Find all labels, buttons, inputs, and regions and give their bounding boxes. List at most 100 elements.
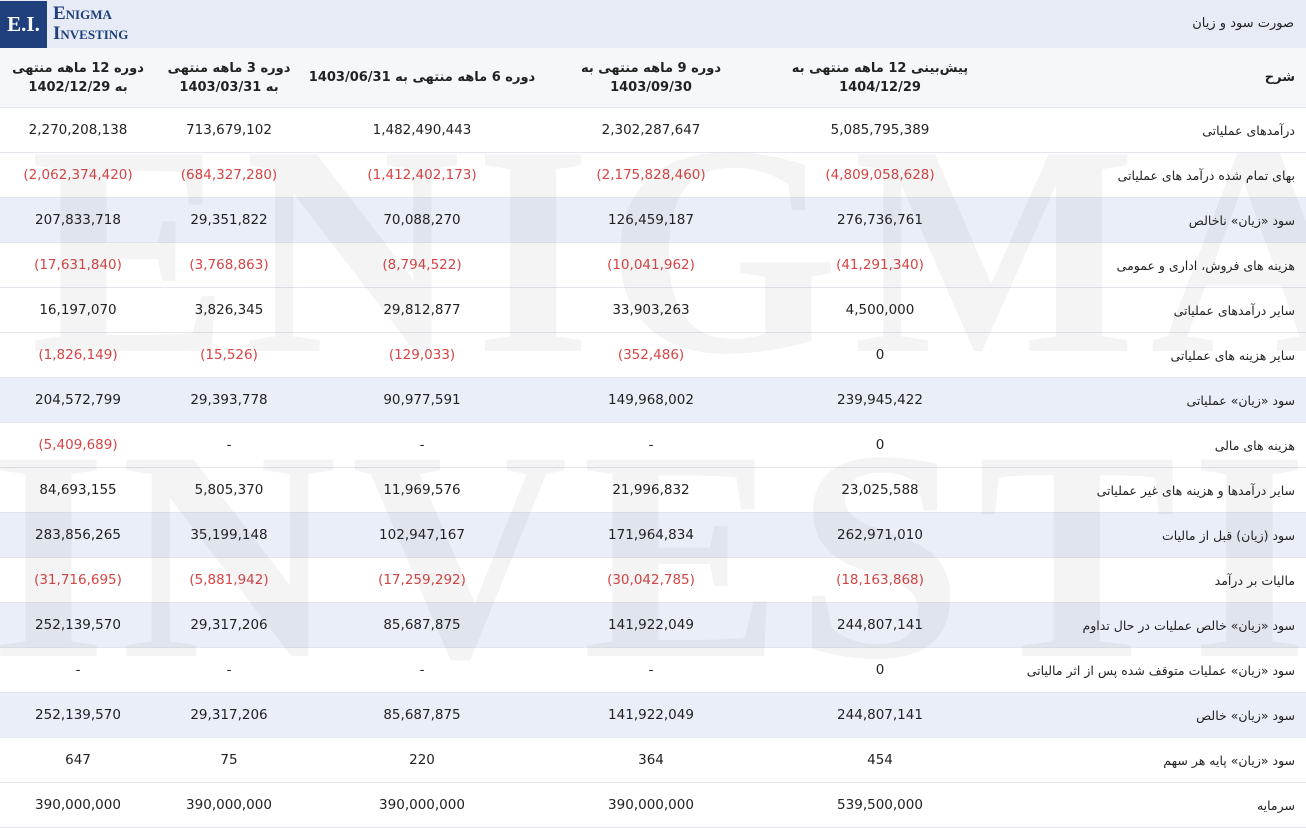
row-value: 29,351,822 [156, 197, 302, 243]
row-value: 262,971,010 [760, 512, 1000, 558]
row-value: (2,175,828,460) [542, 152, 760, 198]
row-value: 4,500,000 [760, 287, 1000, 333]
value-text: (4,809,058,628) [825, 167, 935, 183]
value-text: 1,482,490,443 [372, 122, 472, 138]
value-text: 141,922,049 [608, 707, 694, 723]
value-text: 29,393,778 [190, 392, 268, 408]
row-value: 85,687,875 [302, 602, 542, 648]
value-text: 713,679,102 [186, 122, 272, 138]
value-text: 283,856,265 [35, 527, 121, 543]
value-text: 252,139,570 [35, 707, 121, 723]
table-row: بهای تمام شده درآمد های عملیاتی (4,809,05… [0, 152, 1306, 198]
page-header: E.I. Enigma Investing صورت سود و زیان [0, 0, 1306, 48]
row-value: 0 [760, 332, 1000, 378]
header-forecast-12m-1404: پیش‌بینی 12 ماهه منتهی به 1404/12/29 [760, 48, 1000, 108]
table-row: سایر هزینه های عملیاتی 0 (352,486) (129,033… [0, 332, 1306, 378]
logo-initials: E.I. [0, 0, 47, 48]
row-label: سود (زیان) قبل از مالیات [1000, 512, 1306, 558]
row-value: (2,062,374,420) [0, 152, 156, 198]
value-text: 75 [220, 752, 238, 768]
value-text: (31,716,695) [34, 572, 122, 588]
value-text: 84,693,155 [39, 482, 117, 498]
row-value: 102,947,167 [302, 512, 542, 558]
row-value: 126,459,187 [542, 197, 760, 243]
table-row: مالیات بر درآمد (18,163,868) (30,042,785) (… [0, 557, 1306, 603]
row-label: هزینه های فروش، اداری و عمومی [1000, 242, 1306, 288]
value-text: (15,526) [200, 347, 258, 363]
value-text: (352,486) [617, 347, 685, 363]
value-text: (17,259,292) [378, 572, 466, 588]
row-value: (1,412,402,173) [302, 152, 542, 198]
value-text: 126,459,187 [608, 212, 694, 228]
value-text: 4,500,000 [845, 302, 915, 318]
row-value: 204,572,799 [0, 377, 156, 423]
value-text: 102,947,167 [379, 527, 465, 543]
value-text: 276,736,761 [837, 212, 923, 228]
row-value: 3,826,345 [156, 287, 302, 333]
row-value: 390,000,000 [156, 782, 302, 828]
row-label: سرمایه [1000, 782, 1306, 828]
row-value: - [302, 422, 542, 468]
value-text: - [226, 662, 232, 678]
row-value: 70,088,270 [302, 197, 542, 243]
row-label: سود «زیان» عملیاتی [1000, 377, 1306, 423]
table-header-row: شرح پیش‌بینی 12 ماهه منتهی به 1404/12/29… [0, 48, 1306, 108]
brand-logo[interactable]: E.I. Enigma Investing [0, 0, 128, 48]
value-text: 244,807,141 [837, 707, 923, 723]
value-text: (10,041,962) [607, 257, 695, 273]
row-value: 713,679,102 [156, 107, 302, 153]
row-value: 220 [302, 737, 542, 783]
row-value: 29,812,877 [302, 287, 542, 333]
logo-line-1: Enigma [53, 3, 112, 24]
row-value: 75 [156, 737, 302, 783]
value-text: 244,807,141 [837, 617, 923, 633]
row-value: 84,693,155 [0, 467, 156, 513]
row-value: - [542, 422, 760, 468]
row-value: 90,977,591 [302, 377, 542, 423]
value-text: 647 [65, 752, 91, 768]
row-value: 364 [542, 737, 760, 783]
row-label: سود «زیان» خالص [1000, 692, 1306, 738]
value-text: 390,000,000 [186, 797, 272, 813]
row-value: 252,139,570 [0, 602, 156, 648]
row-value: 171,964,834 [542, 512, 760, 558]
row-value: 21,996,832 [542, 467, 760, 513]
row-value: 141,922,049 [542, 692, 760, 738]
row-value: (684,327,280) [156, 152, 302, 198]
row-value: (17,259,292) [302, 557, 542, 603]
value-text: (30,042,785) [607, 572, 695, 588]
value-text: 16,197,070 [39, 302, 117, 318]
value-text: 204,572,799 [35, 392, 121, 408]
income-statement-table: شرح پیش‌بینی 12 ماهه منتهی به 1404/12/29… [0, 48, 1306, 828]
row-value: - [156, 647, 302, 693]
row-value: - [156, 422, 302, 468]
value-text: (2,175,828,460) [596, 167, 706, 183]
value-text: 5,805,370 [194, 482, 264, 498]
value-text: 0 [875, 347, 885, 363]
row-value: (41,291,340) [760, 242, 1000, 288]
row-value: 454 [760, 737, 1000, 783]
value-text: 21,996,832 [612, 482, 690, 498]
value-text: (5,409,689) [38, 437, 118, 453]
row-value: 1,482,490,443 [302, 107, 542, 153]
value-text: 29,317,206 [190, 617, 268, 633]
table-body: درآمدهای عملیاتی 5,085,795,389 2,302,287,6… [0, 107, 1306, 828]
row-value: (5,881,942) [156, 557, 302, 603]
row-label: سود «زیان» ناخالص [1000, 197, 1306, 243]
row-value: (17,631,840) [0, 242, 156, 288]
row-value: 244,807,141 [760, 692, 1000, 738]
row-value: 149,968,002 [542, 377, 760, 423]
row-value: 0 [760, 647, 1000, 693]
value-text: 2,302,287,647 [601, 122, 701, 138]
row-value: 29,393,778 [156, 377, 302, 423]
row-label: سایر درآمدهای عملیاتی [1000, 287, 1306, 333]
table-row: درآمدهای عملیاتی 5,085,795,389 2,302,287,6… [0, 107, 1306, 153]
row-value: 390,000,000 [542, 782, 760, 828]
value-text: (1,412,402,173) [367, 167, 477, 183]
row-label: سود «زیان» خالص عملیات در حال تداوم [1000, 602, 1306, 648]
row-value: 390,000,000 [302, 782, 542, 828]
row-value: 5,805,370 [156, 467, 302, 513]
value-text: 149,968,002 [608, 392, 694, 408]
row-value: 141,922,049 [542, 602, 760, 648]
table-row: هزینه های مالی 0 - - - (5,409,689) [0, 422, 1306, 468]
